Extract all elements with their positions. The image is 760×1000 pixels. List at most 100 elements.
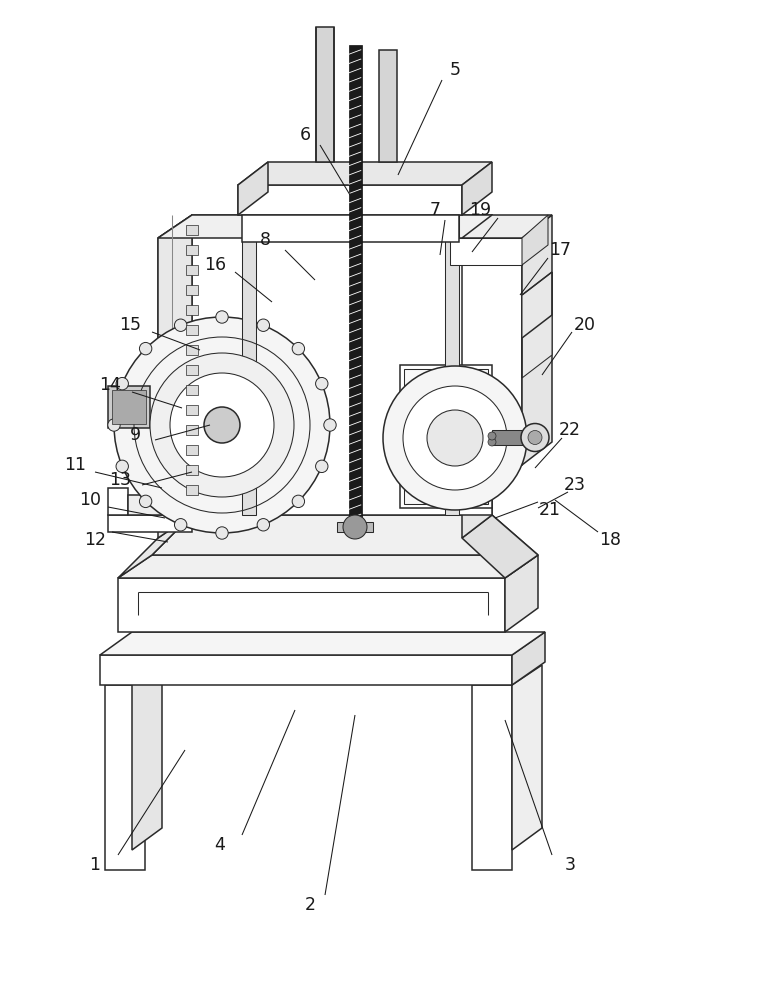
- Text: 2: 2: [305, 896, 315, 914]
- Text: 6: 6: [299, 126, 311, 144]
- Polygon shape: [522, 215, 552, 465]
- Bar: [186, 265, 198, 275]
- Text: 7: 7: [429, 201, 441, 219]
- Circle shape: [343, 515, 367, 539]
- Bar: [242, 215, 459, 242]
- Text: 22: 22: [559, 421, 581, 439]
- Polygon shape: [105, 685, 145, 870]
- Polygon shape: [158, 215, 192, 515]
- Bar: [186, 405, 198, 415]
- Polygon shape: [462, 162, 492, 215]
- Polygon shape: [238, 185, 462, 215]
- Bar: [242, 215, 256, 515]
- Text: 11: 11: [64, 456, 86, 474]
- Polygon shape: [337, 522, 373, 532]
- Circle shape: [488, 438, 496, 446]
- Text: 4: 4: [214, 836, 226, 854]
- Bar: [445, 215, 459, 515]
- Polygon shape: [505, 555, 538, 632]
- Bar: [186, 285, 198, 295]
- Polygon shape: [152, 515, 538, 555]
- Bar: [492, 430, 537, 445]
- Circle shape: [139, 342, 152, 355]
- Circle shape: [175, 519, 187, 531]
- Text: 20: 20: [574, 316, 596, 334]
- Circle shape: [292, 342, 305, 355]
- Circle shape: [114, 317, 330, 533]
- Polygon shape: [512, 665, 542, 850]
- Polygon shape: [450, 238, 522, 265]
- Polygon shape: [108, 488, 128, 515]
- Text: 21: 21: [539, 501, 561, 519]
- Text: 13: 13: [109, 471, 131, 489]
- Circle shape: [216, 311, 228, 323]
- Polygon shape: [522, 215, 548, 265]
- Circle shape: [257, 519, 270, 531]
- Bar: [108, 386, 150, 428]
- Circle shape: [204, 407, 240, 443]
- Circle shape: [150, 353, 294, 497]
- Circle shape: [528, 430, 542, 444]
- Circle shape: [216, 527, 228, 539]
- Polygon shape: [462, 238, 522, 465]
- Circle shape: [521, 424, 549, 452]
- Polygon shape: [192, 215, 492, 515]
- Polygon shape: [158, 215, 522, 238]
- Circle shape: [427, 410, 483, 466]
- Text: 8: 8: [259, 231, 271, 249]
- Circle shape: [324, 419, 336, 431]
- Circle shape: [170, 373, 274, 477]
- Bar: [112, 390, 146, 424]
- Bar: [186, 325, 198, 335]
- Polygon shape: [132, 650, 162, 850]
- Bar: [186, 385, 198, 395]
- Polygon shape: [522, 272, 552, 378]
- Polygon shape: [404, 369, 488, 504]
- Text: 14: 14: [99, 376, 121, 394]
- Circle shape: [139, 495, 152, 508]
- Circle shape: [257, 319, 270, 331]
- Text: 15: 15: [119, 316, 141, 334]
- Bar: [349, 45, 362, 528]
- Circle shape: [175, 319, 187, 331]
- Circle shape: [383, 366, 527, 510]
- Text: 10: 10: [79, 491, 101, 509]
- Polygon shape: [108, 515, 192, 532]
- Circle shape: [116, 377, 128, 390]
- Text: 17: 17: [549, 241, 571, 259]
- Polygon shape: [100, 655, 512, 685]
- Circle shape: [315, 460, 328, 473]
- Text: 5: 5: [449, 61, 461, 79]
- Bar: [186, 365, 198, 375]
- Polygon shape: [128, 495, 198, 515]
- Circle shape: [116, 460, 128, 473]
- Polygon shape: [512, 632, 545, 685]
- Bar: [379, 50, 397, 162]
- Polygon shape: [462, 215, 492, 538]
- Bar: [186, 465, 198, 475]
- Text: 16: 16: [204, 256, 226, 274]
- Text: 9: 9: [129, 426, 141, 444]
- Bar: [186, 425, 198, 435]
- Text: 12: 12: [84, 531, 106, 549]
- Circle shape: [292, 495, 305, 508]
- Bar: [186, 345, 198, 355]
- Text: 1: 1: [90, 856, 100, 874]
- Polygon shape: [118, 515, 192, 578]
- Bar: [186, 225, 198, 235]
- Circle shape: [403, 386, 507, 490]
- Bar: [186, 485, 198, 495]
- Polygon shape: [118, 555, 538, 578]
- Text: 19: 19: [469, 201, 491, 219]
- Circle shape: [108, 419, 120, 431]
- Polygon shape: [462, 515, 538, 578]
- Polygon shape: [100, 632, 545, 655]
- Polygon shape: [472, 685, 512, 870]
- Bar: [186, 445, 198, 455]
- Polygon shape: [158, 215, 192, 538]
- Text: 3: 3: [565, 856, 575, 874]
- Bar: [316, 27, 334, 162]
- Bar: [186, 245, 198, 255]
- Polygon shape: [462, 215, 552, 238]
- Circle shape: [315, 377, 328, 390]
